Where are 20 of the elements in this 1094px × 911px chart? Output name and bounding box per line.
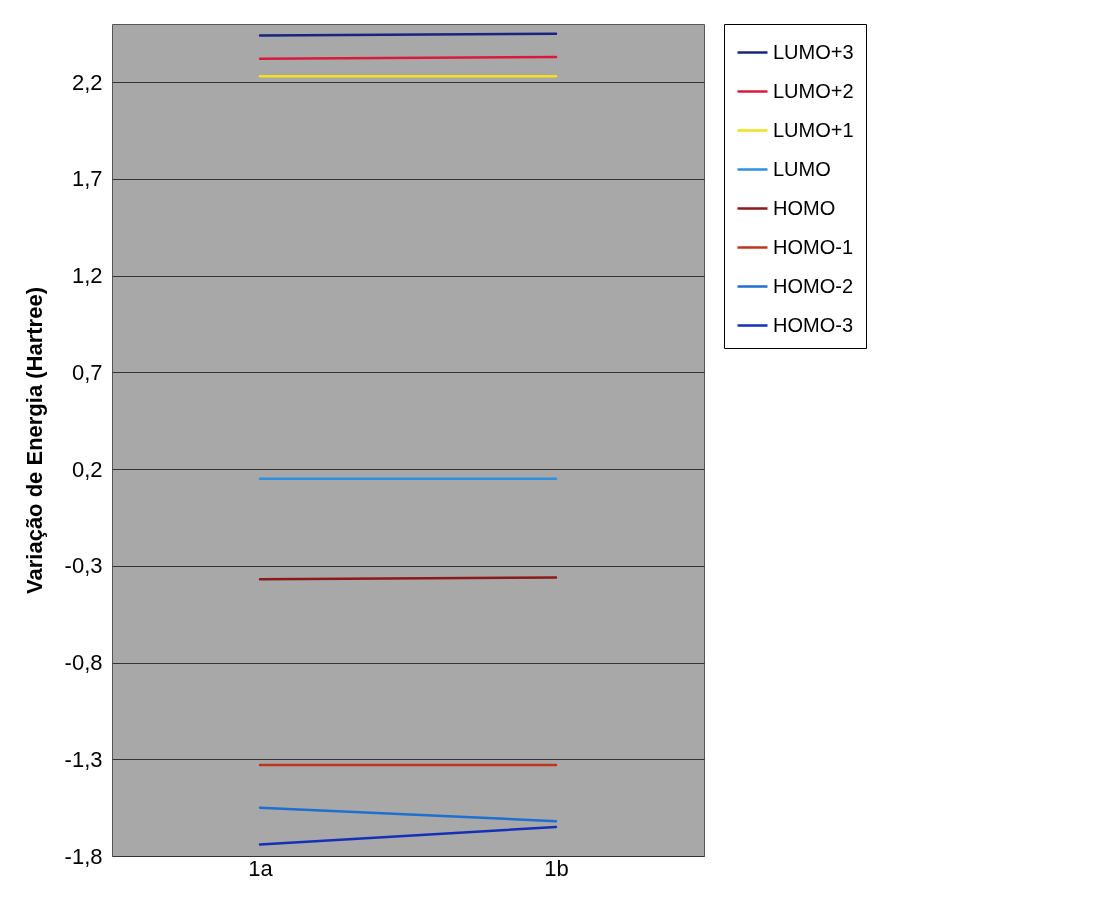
legend-label: HOMO-2 xyxy=(773,274,853,297)
y-axis-title: Variação de Energia (Hartree) xyxy=(21,287,47,594)
legend-label: LUMO+2 xyxy=(773,79,854,102)
y-tick-label: -1,8 xyxy=(64,843,103,869)
legend-label: HOMO xyxy=(773,196,836,219)
y-tick-label: 0,2 xyxy=(71,456,103,482)
y-tick-label: 1,7 xyxy=(71,166,103,192)
y-tick-label: -1,3 xyxy=(64,746,103,772)
y-tick-label: -0,8 xyxy=(64,650,103,676)
y-tick-label: 1,2 xyxy=(71,263,103,289)
legend-label: HOMO-1 xyxy=(773,235,853,258)
y-tick-label: 0,7 xyxy=(71,359,103,385)
legend-label: HOMO-3 xyxy=(773,313,853,336)
legend-label: LUMO xyxy=(773,157,831,180)
legend-label: LUMO+3 xyxy=(773,40,854,63)
x-tick-label: 1b xyxy=(544,855,569,881)
y-tick-label: -0,3 xyxy=(64,553,103,579)
x-tick-label: 1a xyxy=(248,855,274,881)
legend-label: LUMO+1 xyxy=(773,118,854,141)
y-tick-label: 2,2 xyxy=(71,69,103,95)
